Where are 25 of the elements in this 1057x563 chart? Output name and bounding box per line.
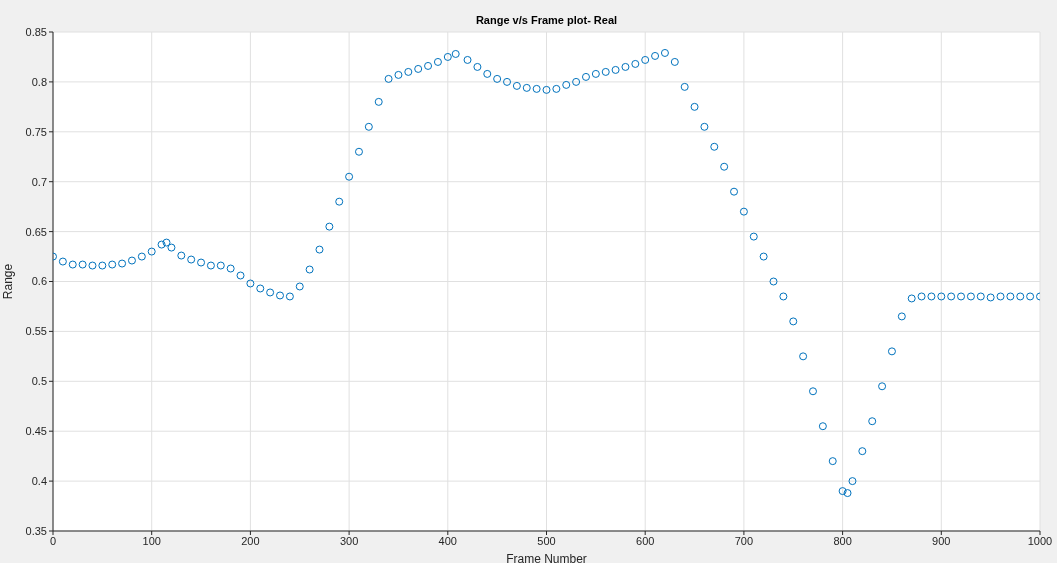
y-tick-label: 0.6 [31, 275, 47, 288]
x-tick-label: 300 [339, 534, 359, 547]
x-tick-label: 400 [438, 534, 457, 547]
x-axis-title: Frame Number [506, 552, 587, 563]
y-tick-label: 0.65 [25, 225, 47, 238]
y-tick-label: 0.7 [31, 175, 47, 188]
y-tick-label: 0.35 [25, 524, 47, 537]
x-tick-label: 500 [537, 534, 556, 547]
x-tick-label: 900 [932, 534, 951, 547]
y-tick-label: 0.8 [31, 75, 47, 88]
y-tick-label: 0.5 [31, 375, 47, 388]
y-tick-label: 0.4 [31, 475, 47, 488]
x-tick-label: 200 [241, 534, 260, 547]
y-tick-label: 0.75 [25, 125, 47, 138]
y-tick-label: 0.55 [25, 325, 47, 338]
x-tick-label: 700 [734, 534, 754, 547]
x-tick-label: 0 [49, 534, 57, 547]
chart-title: Range v/s Frame plot- Real [474, 14, 619, 26]
x-tick-label: 800 [833, 534, 852, 547]
x-tick-label: 1000 [1027, 534, 1053, 547]
x-tick-label: 100 [142, 534, 161, 547]
x-tick-label: 600 [636, 534, 655, 547]
y-tick-label: 0.85 [25, 25, 47, 38]
y-axis-title: Range [1, 263, 16, 300]
y-tick-label: 0.45 [25, 425, 47, 438]
